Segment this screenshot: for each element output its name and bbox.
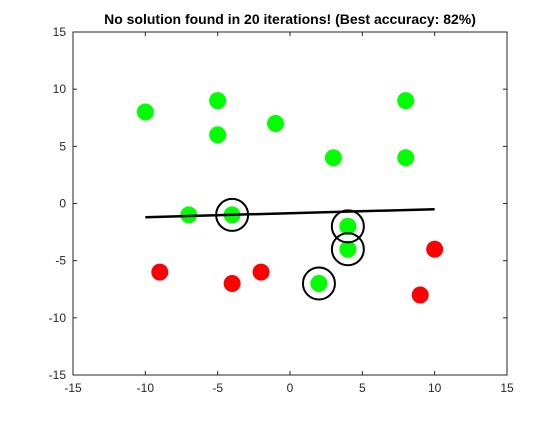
y-tick-label: 0 [59, 197, 66, 211]
data-point-green [339, 217, 357, 235]
data-point-red [411, 286, 429, 304]
data-point-green [397, 92, 415, 110]
data-point-green [310, 275, 328, 293]
x-tick-label: 5 [359, 381, 366, 395]
x-tick-label: -10 [137, 381, 155, 395]
data-point-green [209, 126, 227, 144]
data-point-green [209, 92, 227, 110]
chart-title: No solution found in 20 iterations! (Bes… [104, 11, 476, 27]
data-point-green [397, 149, 415, 167]
data-point-green [267, 114, 285, 132]
y-tick-label: 10 [53, 82, 67, 96]
x-tick-label: 10 [428, 381, 442, 395]
decision-boundary-line [145, 207, 435, 219]
y-tick-label: 5 [59, 139, 66, 153]
misclassified-ring [215, 197, 250, 232]
data-point-red [426, 240, 444, 258]
plot-area: -15 -10 -5 0 5 10 15 -15 -10 -5 0 5 10 15 [49, 25, 514, 395]
data-point-green [339, 240, 357, 258]
misclassified-ring [330, 209, 365, 244]
data-point-green [324, 149, 342, 167]
x-tick-label: -15 [64, 381, 82, 395]
y-tick-label: -5 [55, 254, 66, 268]
axes-box [72, 31, 508, 376]
data-point-red [252, 263, 270, 281]
y-tick-label: -10 [49, 311, 67, 325]
data-point-red [151, 263, 169, 281]
data-point-red [223, 275, 241, 293]
misclassified-ring [330, 232, 365, 267]
x-tick-label: 15 [500, 381, 514, 395]
misclassified-ring [301, 266, 336, 301]
x-tick-label: 0 [287, 381, 294, 395]
x-tick-label: -5 [212, 381, 223, 395]
y-tick-label: 15 [53, 25, 67, 39]
data-point-green [136, 103, 154, 121]
y-tick-label: -15 [49, 368, 67, 382]
